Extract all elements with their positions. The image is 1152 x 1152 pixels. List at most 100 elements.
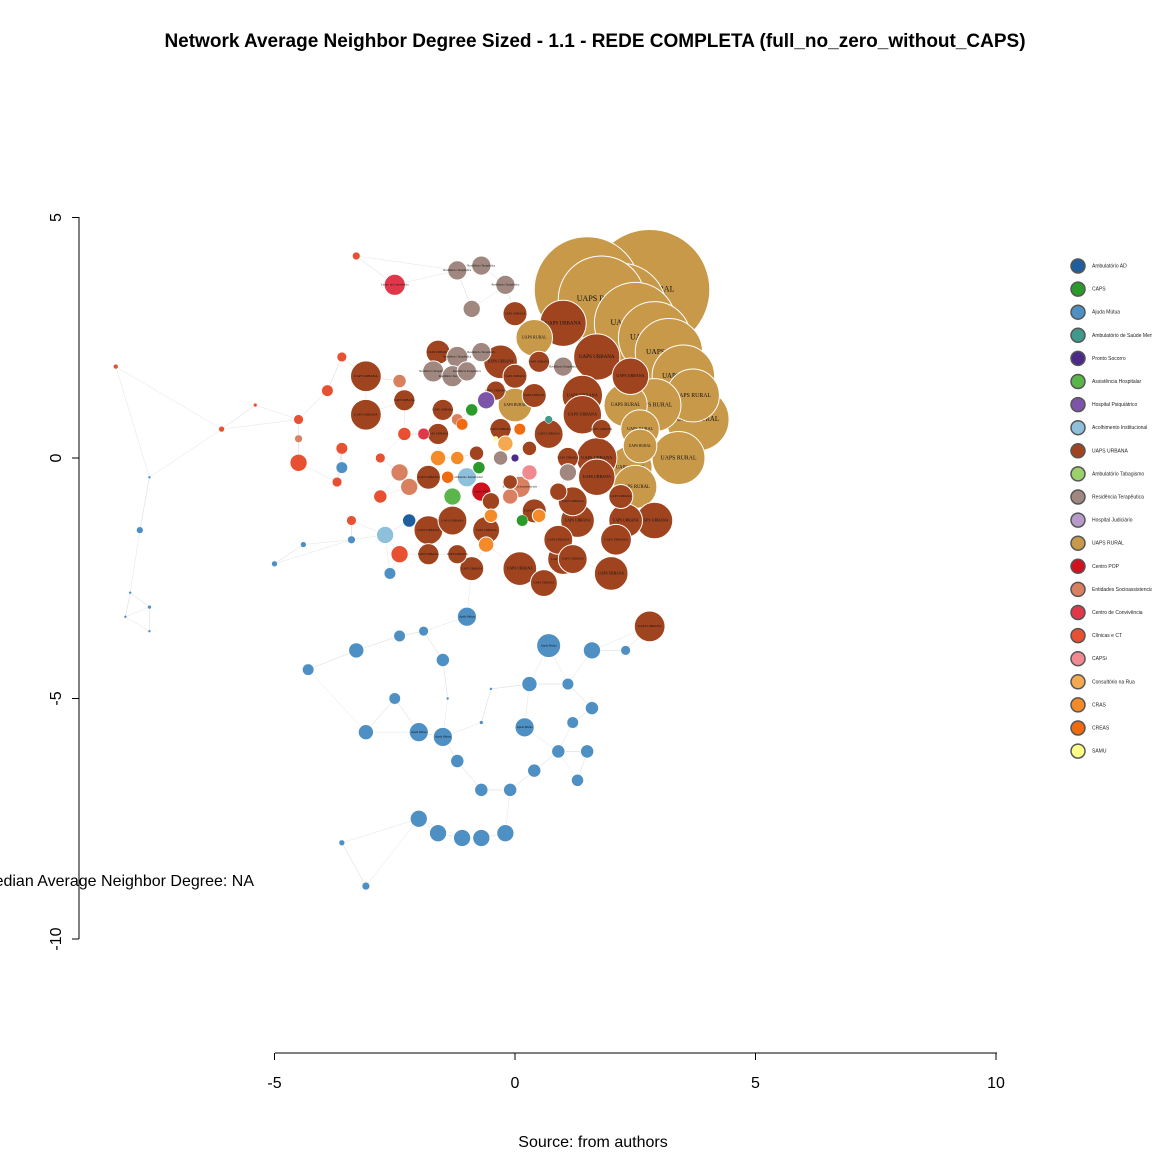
node-circle [417, 543, 440, 566]
node-circle [409, 809, 428, 828]
legend-swatch [1070, 258, 1086, 274]
node: Ajuda Mútua [432, 726, 453, 748]
node: UAPS URBANA [426, 422, 449, 446]
node-label: UAPS RURAL [504, 403, 528, 407]
legend-swatch [1070, 512, 1086, 528]
node [147, 629, 152, 633]
node [584, 700, 600, 716]
node-circle [401, 513, 417, 528]
node-circle [447, 260, 468, 281]
node [418, 626, 429, 637]
node-circle [383, 273, 406, 296]
node [440, 470, 455, 484]
node-label: UAPS URBANA [581, 455, 613, 460]
node-circle [440, 470, 455, 484]
node [483, 508, 499, 523]
edge [341, 842, 367, 887]
node-label: UAPS URBANA [529, 359, 551, 363]
edge [115, 366, 222, 430]
node-circle [561, 678, 574, 691]
edge [115, 366, 150, 478]
node-circle [462, 299, 481, 319]
node-circle [293, 414, 304, 425]
node-circle [321, 384, 334, 397]
node-label: UAPS URBANA [432, 408, 454, 412]
node [558, 463, 578, 482]
node [479, 720, 484, 725]
node: Centro de Convivência [381, 273, 409, 296]
node-label: Ajuda Mútua [411, 730, 428, 734]
median-annotation: Median Average Neighbor Degree: NA [0, 873, 254, 890]
node-circle [502, 363, 528, 389]
node [468, 445, 485, 461]
node-label: UAPS URBANA [504, 374, 526, 378]
edge [130, 592, 150, 608]
node-label: Residência Terapêutica [467, 263, 495, 267]
node-circle [347, 535, 356, 544]
source-caption: Source: from authors [518, 1134, 667, 1151]
node [147, 475, 152, 479]
node-label: UAPS URBANA [538, 432, 561, 436]
node-circle [584, 700, 600, 716]
node: UAPS URBANA [415, 464, 441, 490]
node-label: UAPS RURAL [661, 455, 697, 461]
node-label: Residência Terapêutica [549, 364, 577, 368]
legend-item: Entidades Socioassistenciais [1070, 581, 1152, 598]
legend-swatch [1070, 581, 1086, 598]
node-label: UAPS URBANA [524, 393, 546, 397]
node-label: UAPS URBANA [417, 528, 440, 532]
legend-label: Residência Terapêutica [1092, 495, 1144, 501]
node: UAPS RURAL [515, 318, 554, 357]
legend-item: CREAS [1070, 720, 1110, 736]
node [544, 415, 553, 424]
legend-swatch [1070, 743, 1086, 759]
node [352, 251, 361, 261]
node: UAPS URBANA [635, 501, 674, 540]
edge [221, 419, 299, 430]
node-circle [493, 436, 499, 442]
node-circle [400, 477, 419, 497]
edge [130, 530, 141, 593]
node-circle [472, 828, 491, 848]
node-circle [289, 453, 308, 472]
legend-swatch [1070, 650, 1086, 667]
x-tick-label: 10 [987, 1075, 1005, 1092]
x-ticks: -5 0 5 10 [267, 1053, 1005, 1092]
node-circle [417, 427, 430, 440]
node: Ajuda Mútua [456, 606, 478, 627]
node-label: Residência Terapêutica [419, 369, 447, 373]
node-label: Ajuda Mútua [435, 735, 452, 739]
legend-swatch [1070, 627, 1086, 644]
node-circle [456, 361, 478, 382]
node [570, 773, 585, 788]
node: UAPS URBANA [459, 556, 485, 582]
node [271, 560, 278, 567]
legend-label: CRAS [1092, 702, 1107, 708]
node [521, 675, 538, 693]
node-circle [218, 426, 225, 433]
node: UAPS URBANA [562, 394, 603, 435]
node-circle [331, 476, 343, 488]
node [293, 414, 304, 425]
node-circle [450, 753, 465, 769]
node-circle [392, 373, 407, 389]
node-circle [481, 492, 501, 511]
node-circle [435, 652, 451, 668]
node-label: UAPS RURAL [629, 444, 653, 448]
node-circle [577, 458, 616, 497]
node [452, 828, 472, 848]
legend-swatch [1070, 396, 1086, 413]
node-circle [349, 360, 382, 393]
node [510, 453, 520, 463]
node-label: Residência Terapêutica [453, 369, 481, 373]
node-circle [375, 452, 386, 464]
node-label: UAPS URBANA [533, 581, 555, 585]
node-circle [620, 645, 631, 656]
legend-item: Pronto Socorro [1070, 350, 1126, 367]
node: UAPS URBANA [502, 363, 528, 389]
node-label: UAPS RURAL [627, 426, 654, 431]
edge [149, 428, 222, 478]
node: UAPS URBANA [502, 551, 538, 586]
legend-label: Assistência Hospitalar [1092, 379, 1142, 385]
